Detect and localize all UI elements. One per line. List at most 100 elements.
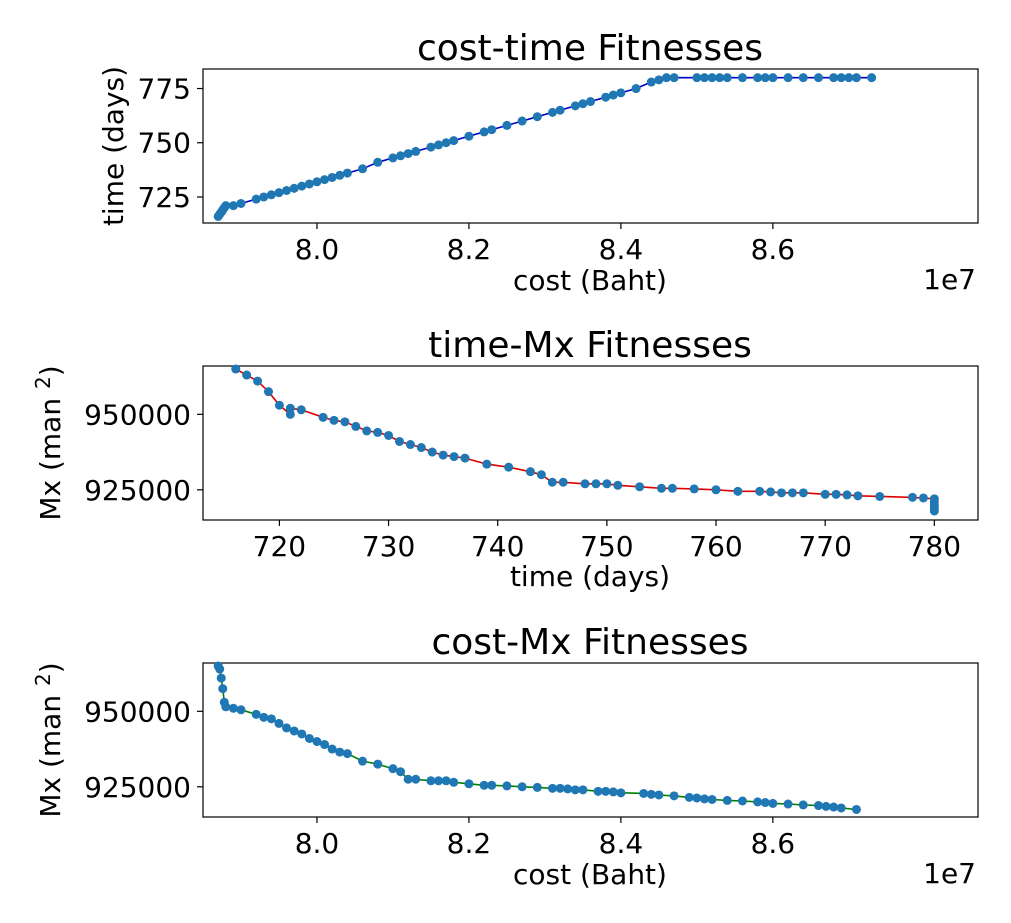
data-point bbox=[274, 400, 284, 410]
data-point bbox=[274, 718, 284, 728]
data-point bbox=[479, 780, 489, 790]
data-point bbox=[434, 140, 444, 150]
data-point bbox=[532, 782, 542, 792]
y-tick-label: 950000 bbox=[84, 695, 191, 728]
data-point bbox=[737, 796, 747, 806]
data-point bbox=[426, 776, 436, 786]
data-point bbox=[908, 492, 918, 502]
data-point bbox=[304, 733, 314, 743]
data-point bbox=[282, 723, 292, 733]
x-axis-label: cost (Baht) bbox=[513, 858, 667, 891]
data-point bbox=[831, 489, 841, 499]
data-point bbox=[396, 151, 406, 161]
x-tick-label: 740 bbox=[471, 530, 524, 563]
data-point bbox=[669, 791, 679, 801]
data-point bbox=[578, 99, 588, 109]
data-point bbox=[654, 790, 664, 800]
data-point bbox=[228, 703, 238, 713]
data-point bbox=[558, 477, 568, 487]
x-tick-label: 720 bbox=[253, 530, 306, 563]
subplot-title: time-Mx Fitnesses bbox=[428, 325, 752, 366]
data-point bbox=[487, 780, 497, 790]
data-point bbox=[388, 153, 398, 163]
data-point bbox=[547, 477, 557, 487]
data-point bbox=[616, 788, 626, 798]
y-tick-label: 925000 bbox=[84, 474, 191, 507]
data-point bbox=[661, 73, 671, 83]
data-point bbox=[722, 795, 732, 805]
data-point bbox=[266, 714, 276, 724]
y-axis-label: Mx (man 2) bbox=[31, 365, 67, 520]
data-point bbox=[580, 479, 590, 489]
data-point bbox=[304, 179, 314, 189]
data-point bbox=[289, 726, 299, 736]
data-point bbox=[282, 185, 292, 195]
data-point bbox=[259, 712, 269, 722]
data-point bbox=[403, 774, 413, 784]
data-point bbox=[836, 803, 846, 813]
data-point bbox=[464, 131, 474, 141]
data-point bbox=[384, 430, 394, 440]
data-point bbox=[602, 479, 612, 489]
data-point bbox=[692, 73, 702, 83]
data-point bbox=[517, 782, 527, 792]
data-point bbox=[253, 376, 263, 386]
data-point bbox=[777, 488, 787, 498]
data-point bbox=[851, 73, 861, 83]
data-point bbox=[427, 447, 437, 457]
data-point bbox=[411, 146, 421, 156]
data-point bbox=[218, 684, 228, 694]
plot-area bbox=[202, 68, 979, 224]
data-point bbox=[753, 797, 763, 807]
data-point bbox=[601, 92, 611, 102]
data-point bbox=[396, 767, 406, 777]
data-point bbox=[656, 483, 666, 493]
x-axis-label: cost (Baht) bbox=[513, 264, 667, 297]
y-tick-label: 750 bbox=[138, 127, 191, 160]
data-point bbox=[766, 487, 776, 497]
data-point bbox=[699, 73, 709, 83]
data-point bbox=[707, 794, 717, 804]
x-tick-label: 8.6 bbox=[751, 827, 796, 860]
data-point bbox=[221, 702, 231, 712]
data-point bbox=[403, 149, 413, 159]
data-point bbox=[228, 201, 238, 211]
data-point bbox=[416, 443, 426, 453]
data-point bbox=[449, 777, 459, 787]
data-point bbox=[570, 785, 580, 795]
x-tick-label: 8.6 bbox=[751, 233, 796, 266]
data-point bbox=[482, 459, 492, 469]
data-point bbox=[263, 387, 273, 397]
subplot-title: cost-time Fitnesses bbox=[417, 28, 763, 69]
data-point bbox=[411, 774, 421, 784]
data-point bbox=[441, 138, 451, 148]
data-point bbox=[351, 421, 361, 431]
data-point bbox=[242, 370, 252, 380]
data-point bbox=[502, 781, 512, 791]
data-point bbox=[760, 73, 770, 83]
data-point bbox=[373, 759, 383, 769]
data-point bbox=[829, 73, 839, 83]
data-point bbox=[667, 483, 677, 493]
data-point bbox=[646, 789, 656, 799]
data-point bbox=[312, 737, 322, 747]
data-point bbox=[251, 194, 261, 204]
x-tick-label: 770 bbox=[798, 530, 851, 563]
data-point bbox=[715, 73, 725, 83]
data-point bbox=[813, 801, 823, 811]
data-point bbox=[692, 793, 702, 803]
data-point bbox=[236, 198, 246, 208]
x-tick-label: 8.2 bbox=[447, 827, 492, 860]
data-point bbox=[684, 792, 694, 802]
x-axis-label: time (days) bbox=[510, 560, 670, 593]
data-point bbox=[464, 779, 474, 789]
data-point bbox=[616, 88, 626, 98]
y-axis-label: time (days) bbox=[97, 66, 130, 226]
data-point bbox=[586, 97, 595, 107]
data-point bbox=[853, 491, 863, 501]
data-point bbox=[289, 183, 299, 193]
data-point bbox=[216, 673, 226, 683]
data-point bbox=[296, 405, 306, 415]
data-point bbox=[342, 749, 352, 759]
data-point bbox=[362, 426, 372, 436]
